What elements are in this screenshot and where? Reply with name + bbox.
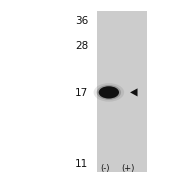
Text: 28: 28 <box>75 41 88 51</box>
Ellipse shape <box>94 83 124 102</box>
Ellipse shape <box>97 85 121 100</box>
Text: 36: 36 <box>75 16 88 26</box>
Bar <box>97 11 147 172</box>
Text: (-): (-) <box>101 164 110 173</box>
Polygon shape <box>130 88 138 96</box>
Text: 17: 17 <box>75 88 88 98</box>
Text: 11: 11 <box>75 159 88 169</box>
Ellipse shape <box>99 86 119 99</box>
Text: (+): (+) <box>121 164 134 173</box>
